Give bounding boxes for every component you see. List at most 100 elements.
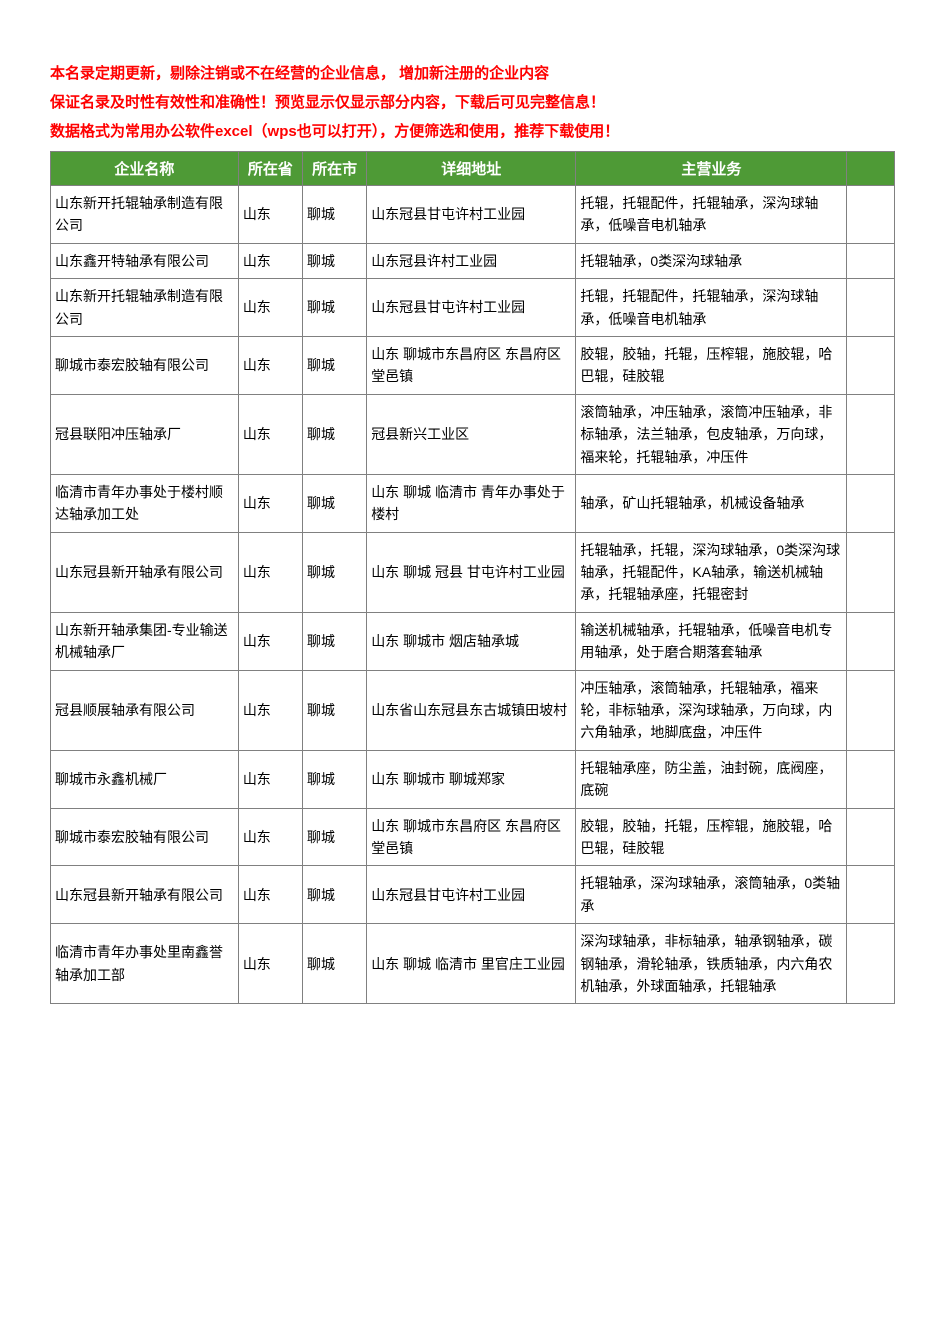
table-cell: 托辊轴承，深沟球轴承，滚筒轴承，0类轴承	[576, 866, 847, 924]
table-cell: 山东冠县新开轴承有限公司	[51, 532, 239, 612]
table-cell: 聊城	[303, 924, 367, 1004]
table-cell: 山东	[238, 670, 302, 750]
note-line-3: 数据格式为常用办公软件excel（wps也可以打开），方便筛选和使用，推荐下载使…	[50, 118, 895, 145]
table-cell: 冠县新兴工业区	[367, 394, 576, 474]
col-business: 主营业务	[576, 152, 847, 186]
table-row: 聊城市永鑫机械厂山东聊城山东 聊城市 聊城郑家托辊轴承座，防尘盖，油封碗，底阀座…	[51, 750, 895, 808]
table-cell: 山东冠县甘屯许村工业园	[367, 186, 576, 244]
table-cell: 山东	[238, 279, 302, 337]
table-cell: 聊城	[303, 474, 367, 532]
col-city: 所在市	[303, 152, 367, 186]
table-header-row: 企业名称 所在省 所在市 详细地址 主营业务	[51, 152, 895, 186]
table-cell: 临清市青年办事处里南鑫誉轴承加工部	[51, 924, 239, 1004]
table-row: 聊城市泰宏胶轴有限公司山东聊城山东 聊城市东昌府区 东昌府区堂邑镇胶辊，胶轴，托…	[51, 808, 895, 866]
table-cell	[847, 394, 895, 474]
table-cell: 聊城	[303, 394, 367, 474]
table-cell: 轴承，矿山托辊轴承，机械设备轴承	[576, 474, 847, 532]
table-cell: 聊城	[303, 750, 367, 808]
table-cell: 聊城市泰宏胶轴有限公司	[51, 808, 239, 866]
table-cell: 输送机械轴承，托辊轴承，低噪音电机专用轴承，处于磨合期落套轴承	[576, 612, 847, 670]
table-cell: 托辊轴承，托辊，深沟球轴承，0类深沟球轴承，托辊配件，KA轴承，输送机械轴承，托…	[576, 532, 847, 612]
table-cell: 聊城市泰宏胶轴有限公司	[51, 336, 239, 394]
table-cell	[847, 924, 895, 1004]
col-address: 详细地址	[367, 152, 576, 186]
table-cell: 托辊，托辊配件，托辊轴承，深沟球轴承，低噪音电机轴承	[576, 279, 847, 337]
table-row: 临清市青年办事处里南鑫誉轴承加工部山东聊城山东 聊城 临清市 里官庄工业园深沟球…	[51, 924, 895, 1004]
table-cell: 托辊轴承，0类深沟球轴承	[576, 243, 847, 278]
table-cell: 托辊，托辊配件，托辊轴承，深沟球轴承，低噪音电机轴承	[576, 186, 847, 244]
table-cell: 山东 聊城 冠县 甘屯许村工业园	[367, 532, 576, 612]
table-cell: 山东 聊城市东昌府区 东昌府区堂邑镇	[367, 336, 576, 394]
table-cell: 滚筒轴承，冲压轴承，滚筒冲压轴承，非标轴承，法兰轴承，包皮轴承，万向球，福来轮，…	[576, 394, 847, 474]
table-cell: 山东 聊城市东昌府区 东昌府区堂邑镇	[367, 808, 576, 866]
table-row: 聊城市泰宏胶轴有限公司山东聊城山东 聊城市东昌府区 东昌府区堂邑镇胶辊，胶轴，托…	[51, 336, 895, 394]
col-extra	[847, 152, 895, 186]
table-cell: 聊城	[303, 243, 367, 278]
table-cell: 聊城	[303, 532, 367, 612]
table-row: 临清市青年办事处于楼村顺达轴承加工处山东聊城山东 聊城 临清市 青年办事处于楼村…	[51, 474, 895, 532]
table-cell: 山东新开托辊轴承制造有限公司	[51, 279, 239, 337]
table-cell	[847, 612, 895, 670]
table-cell: 山东	[238, 336, 302, 394]
table-cell: 山东	[238, 924, 302, 1004]
table-cell	[847, 279, 895, 337]
table-row: 山东新开轴承集团-专业输送机械轴承厂山东聊城山东 聊城市 烟店轴承城输送机械轴承…	[51, 612, 895, 670]
table-cell: 冲压轴承，滚筒轴承，托辊轴承，福来轮，非标轴承，深沟球轴承，万向球，内六角轴承，…	[576, 670, 847, 750]
table-cell	[847, 336, 895, 394]
table-cell: 山东冠县甘屯许村工业园	[367, 866, 576, 924]
table-cell	[847, 474, 895, 532]
table-cell: 山东	[238, 866, 302, 924]
table-cell: 聊城	[303, 670, 367, 750]
table-cell: 山东新开轴承集团-专业输送机械轴承厂	[51, 612, 239, 670]
table-body: 山东新开托辊轴承制造有限公司山东聊城山东冠县甘屯许村工业园托辊，托辊配件，托辊轴…	[51, 186, 895, 1004]
table-cell: 胶辊，胶轴，托辊，压榨辊，施胶辊，哈巴辊，硅胶辊	[576, 336, 847, 394]
company-table: 企业名称 所在省 所在市 详细地址 主营业务 山东新开托辊轴承制造有限公司山东聊…	[50, 151, 895, 1004]
table-cell: 冠县联阳冲压轴承厂	[51, 394, 239, 474]
table-cell	[847, 532, 895, 612]
table-cell: 山东冠县许村工业园	[367, 243, 576, 278]
table-row: 冠县联阳冲压轴承厂山东聊城冠县新兴工业区滚筒轴承，冲压轴承，滚筒冲压轴承，非标轴…	[51, 394, 895, 474]
table-cell: 山东鑫开特轴承有限公司	[51, 243, 239, 278]
table-row: 山东新开托辊轴承制造有限公司山东聊城山东冠县甘屯许村工业园托辊，托辊配件，托辊轴…	[51, 186, 895, 244]
note-line-2: 保证名录及时性有效性和准确性！预览显示仅显示部分内容，下载后可见完整信息！	[50, 89, 895, 116]
table-cell	[847, 750, 895, 808]
table-cell: 山东	[238, 750, 302, 808]
table-cell: 山东	[238, 808, 302, 866]
table-cell: 山东 聊城市 聊城郑家	[367, 750, 576, 808]
table-row: 冠县顺展轴承有限公司山东聊城山东省山东冠县东古城镇田坡村冲压轴承，滚筒轴承，托辊…	[51, 670, 895, 750]
table-cell	[847, 808, 895, 866]
table-row: 山东冠县新开轴承有限公司山东聊城山东 聊城 冠县 甘屯许村工业园托辊轴承，托辊，…	[51, 532, 895, 612]
col-province: 所在省	[238, 152, 302, 186]
table-cell	[847, 243, 895, 278]
table-cell: 聊城	[303, 808, 367, 866]
table-cell	[847, 866, 895, 924]
table-cell: 山东省山东冠县东古城镇田坡村	[367, 670, 576, 750]
table-row: 山东新开托辊轴承制造有限公司山东聊城山东冠县甘屯许村工业园托辊，托辊配件，托辊轴…	[51, 279, 895, 337]
table-cell: 冠县顺展轴承有限公司	[51, 670, 239, 750]
table-cell: 临清市青年办事处于楼村顺达轴承加工处	[51, 474, 239, 532]
table-cell: 山东	[238, 474, 302, 532]
table-cell: 聊城	[303, 186, 367, 244]
table-cell: 山东 聊城 临清市 里官庄工业园	[367, 924, 576, 1004]
table-cell: 聊城	[303, 612, 367, 670]
table-cell: 聊城	[303, 336, 367, 394]
table-cell: 山东	[238, 532, 302, 612]
note-line-1: 本名录定期更新，剔除注销或不在经营的企业信息， 增加新注册的企业内容	[50, 60, 895, 87]
table-cell: 山东冠县新开轴承有限公司	[51, 866, 239, 924]
table-cell	[847, 186, 895, 244]
table-cell: 托辊轴承座，防尘盖，油封碗，底阀座，底碗	[576, 750, 847, 808]
table-row: 山东冠县新开轴承有限公司山东聊城山东冠县甘屯许村工业园托辊轴承，深沟球轴承，滚筒…	[51, 866, 895, 924]
table-cell: 山东 聊城市 烟店轴承城	[367, 612, 576, 670]
table-cell: 山东	[238, 186, 302, 244]
table-row: 山东鑫开特轴承有限公司山东聊城山东冠县许村工业园托辊轴承，0类深沟球轴承	[51, 243, 895, 278]
table-cell: 山东新开托辊轴承制造有限公司	[51, 186, 239, 244]
table-cell: 胶辊，胶轴，托辊，压榨辊，施胶辊，哈巴辊，硅胶辊	[576, 808, 847, 866]
table-cell: 聊城	[303, 279, 367, 337]
table-cell	[847, 670, 895, 750]
table-cell: 山东	[238, 394, 302, 474]
table-cell: 山东	[238, 612, 302, 670]
table-cell: 聊城	[303, 866, 367, 924]
table-cell: 山东 聊城 临清市 青年办事处于楼村	[367, 474, 576, 532]
table-cell: 山东	[238, 243, 302, 278]
col-company-name: 企业名称	[51, 152, 239, 186]
